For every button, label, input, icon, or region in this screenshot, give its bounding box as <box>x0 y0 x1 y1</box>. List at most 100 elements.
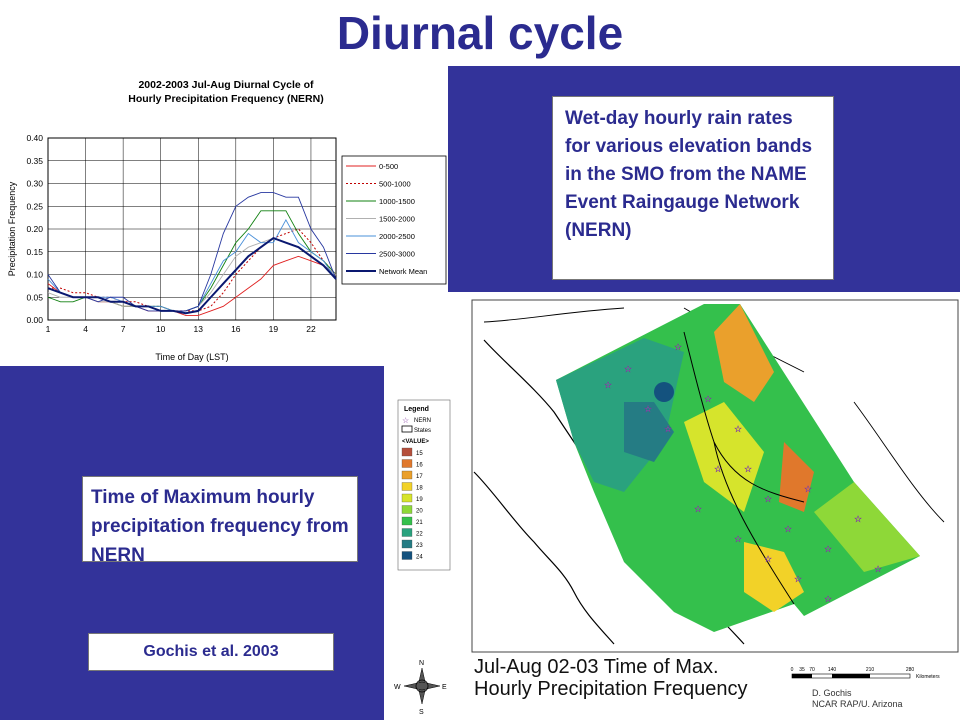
scale-tick: 210 <box>866 667 875 673</box>
y-tick-label: 0.35 <box>26 156 43 166</box>
svg-text:☆: ☆ <box>784 524 792 534</box>
series-line-5 <box>47 192 337 312</box>
map-caption: Jul-Aug 02-03 Time of Max. Hourly Precip… <box>474 656 748 700</box>
chart-title-line-1: 2002-2003 Jul-Aug Diurnal Cycle of <box>138 79 314 91</box>
map-legend-value: 22 <box>416 532 423 538</box>
y-axis-label: Precipitation Frequency <box>7 181 17 276</box>
map-legend-swatch-24 <box>401 551 413 560</box>
legend-entry-2: 1000-1500 <box>379 197 415 206</box>
map-legend-value: 18 <box>416 486 423 492</box>
map-legend-swatch-15 <box>401 447 413 457</box>
map-legend-value: 20 <box>416 509 423 515</box>
map-legend-value: 23 <box>416 543 423 549</box>
svg-text:☆: ☆ <box>854 514 862 524</box>
svg-text:☆: ☆ <box>604 380 612 390</box>
map-legend-value: 17 <box>416 474 423 480</box>
x-tick-label: 19 <box>269 324 279 334</box>
legend-entry-5: 2500-3000 <box>379 250 415 259</box>
y-tick-labels: 0.00 0.05 0.10 0.15 0.20 0.25 0.30 0.35 0.40 <box>26 133 43 325</box>
map-legend-swatch-17 <box>401 470 413 480</box>
legend-nern: NERN <box>414 418 431 424</box>
legend-value-heading: <VALUE> <box>402 439 429 445</box>
x-tick-label: 10 <box>156 324 166 334</box>
map-legend-value: 16 <box>416 463 423 469</box>
svg-text:☆: ☆ <box>824 544 832 554</box>
time-of-max-map: ☆ ☆ ☆ ☆ ☆ ☆ ☆ ☆ ☆ ☆ ☆ ☆ ☆ ☆ ☆ ☆ ☆ ☆ ☆ ☆ Legend ☆ NERN S… <box>384 292 960 720</box>
map-legend-value: 21 <box>416 520 423 526</box>
series-lines <box>47 192 337 316</box>
y-tick-label: 0.30 <box>26 179 43 189</box>
map-credit: D. Gochis NCAR RAP/U. Arizona <box>812 688 903 709</box>
nern-gauge-stars: ☆ ☆ ☆ ☆ ☆ ☆ ☆ ☆ ☆ ☆ ☆ ☆ ☆ ☆ ☆ ☆ ☆ ☆ ☆ ☆ <box>604 342 882 604</box>
compass-rose-icon: N S E W <box>394 660 447 716</box>
legend-states: States <box>414 428 431 434</box>
x-tick-label: 4 <box>83 324 88 334</box>
map-legend-swatch-22 <box>401 528 413 537</box>
svg-text:☆: ☆ <box>664 424 672 434</box>
y-tick-label: 0.40 <box>26 133 43 143</box>
legend-entry-1: 500-1000 <box>379 180 411 189</box>
legend-star-icon: ☆ <box>402 416 409 425</box>
map-legend-swatch-23 <box>401 539 413 549</box>
svg-text:☆: ☆ <box>734 424 742 434</box>
svg-text:☆: ☆ <box>644 404 652 414</box>
svg-text:☆: ☆ <box>804 484 812 494</box>
y-tick-label: 0.05 <box>26 292 43 302</box>
map-legend-title: Legend <box>404 406 429 413</box>
x-tick-label: 1 <box>46 324 51 334</box>
svg-text:☆: ☆ <box>714 464 722 474</box>
map-legend-swatch-20 <box>401 505 413 514</box>
x-tick-labels: 1 4 7 10 13 16 19 22 <box>46 324 316 334</box>
y-tick-label: 0.10 <box>26 270 43 280</box>
map-legend-value: 24 <box>416 555 423 561</box>
svg-text:W: W <box>394 684 401 691</box>
svg-text:N: N <box>419 660 424 667</box>
description-box: Wet-day hourly rain rates for various el… <box>552 96 834 280</box>
y-tick-label: 0.00 <box>26 315 43 325</box>
scale-tick: 35 <box>799 667 805 673</box>
svg-text:☆: ☆ <box>794 574 802 584</box>
diurnal-chart: 2002-2003 Jul-Aug Diurnal Cycle of Hourl… <box>0 70 448 366</box>
legend-states-swatch <box>401 425 413 433</box>
scale-bar: 0 35 70 140 210 280 Kilometers <box>791 667 941 680</box>
map-description-box: Time of Maximum hourly precipitation fre… <box>82 476 358 566</box>
series-line-6 <box>47 236 337 315</box>
svg-text:☆: ☆ <box>624 364 632 374</box>
svg-text:☆: ☆ <box>764 494 772 504</box>
map-legend-swatch-18 <box>401 482 413 491</box>
svg-text:☆: ☆ <box>874 564 882 574</box>
svg-text:☆: ☆ <box>824 594 832 604</box>
map-legend: Legend ☆ NERN States <VALUE> 15 16 17 18 19 2… <box>397 399 451 571</box>
legend-entry-0: 0-500 <box>379 162 398 171</box>
y-tick-label: 0.15 <box>26 247 43 257</box>
chart-title-line-2: Hourly Precipitation Frequency (NERN) <box>128 93 323 105</box>
svg-text:E: E <box>442 684 447 691</box>
x-tick-label: 16 <box>231 324 241 334</box>
chart-legend: 0-500 500-1000 1000-1500 1500-2000 2000-2500… <box>341 155 447 285</box>
citation-box: Gochis et al. 2003 <box>88 633 334 671</box>
svg-text:☆: ☆ <box>694 504 702 514</box>
x-axis-label: Time of Day (LST) <box>155 352 228 362</box>
map-legend-swatch-21 <box>401 516 413 526</box>
legend-entry-4: 2000-2500 <box>379 232 415 241</box>
scale-tick: 70 <box>809 667 815 673</box>
svg-text:☆: ☆ <box>734 534 742 544</box>
x-tick-label: 22 <box>306 324 316 334</box>
map-legend-swatch-16 <box>401 459 413 468</box>
map-legend-swatch-19 <box>401 493 413 503</box>
legend-entry-6: Network Mean <box>379 267 427 276</box>
svg-text:☆: ☆ <box>764 554 772 564</box>
slide-title: Diurnal cycle <box>336 7 624 59</box>
coastline-baja <box>473 471 615 645</box>
chart-title: 2002-2003 Jul-Aug Diurnal Cycle of Hourl… <box>128 79 323 105</box>
legend-box <box>341 155 447 285</box>
y-tick-label: 0.20 <box>26 224 43 234</box>
x-tick-label: 7 <box>121 324 126 334</box>
legend-entry-3: 1500-2000 <box>379 215 415 224</box>
scale-unit: Kilometers <box>916 674 940 680</box>
map-legend-value: 19 <box>416 497 423 503</box>
chart-grid <box>47 137 337 321</box>
scale-tick: 280 <box>906 667 915 673</box>
svg-text:☆: ☆ <box>704 394 712 404</box>
map-legend-value: 15 <box>416 451 423 457</box>
